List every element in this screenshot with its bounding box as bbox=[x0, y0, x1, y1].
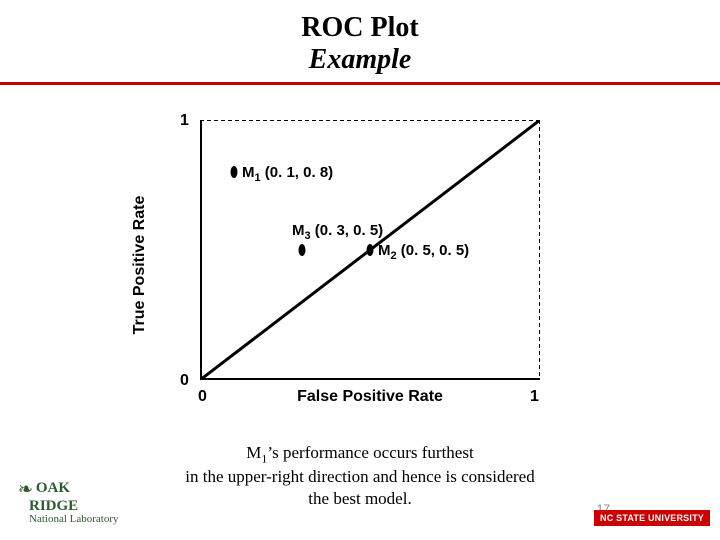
roc-chart: True Positive Rate 1 0 0 1 False Positiv… bbox=[170, 110, 570, 420]
y-tick-max: 1 bbox=[180, 112, 189, 130]
logo-nc-state: NC STATE UNIVERSITY bbox=[594, 510, 710, 526]
divider-rule bbox=[0, 82, 720, 85]
point-label-M1: M1 (0. 1, 0. 8) bbox=[242, 164, 333, 184]
x-axis-label: False Positive Rate bbox=[170, 388, 570, 406]
title-line2: Example bbox=[0, 44, 720, 76]
logo-oak-ridge: ❧ OAK RIDGE National Laboratory bbox=[18, 480, 119, 526]
title-line1: ROC Plot bbox=[0, 12, 720, 44]
plot-svg bbox=[200, 120, 540, 380]
y-axis-label: True Positive Rate bbox=[131, 196, 149, 335]
title-block: ROC Plot Example bbox=[0, 0, 720, 82]
point-label-M2: M2 (0. 5, 0. 5) bbox=[378, 242, 469, 262]
point-label-M3: M3 (0. 3, 0. 5) bbox=[292, 222, 383, 242]
leaf-icon: ❧ bbox=[18, 479, 33, 499]
